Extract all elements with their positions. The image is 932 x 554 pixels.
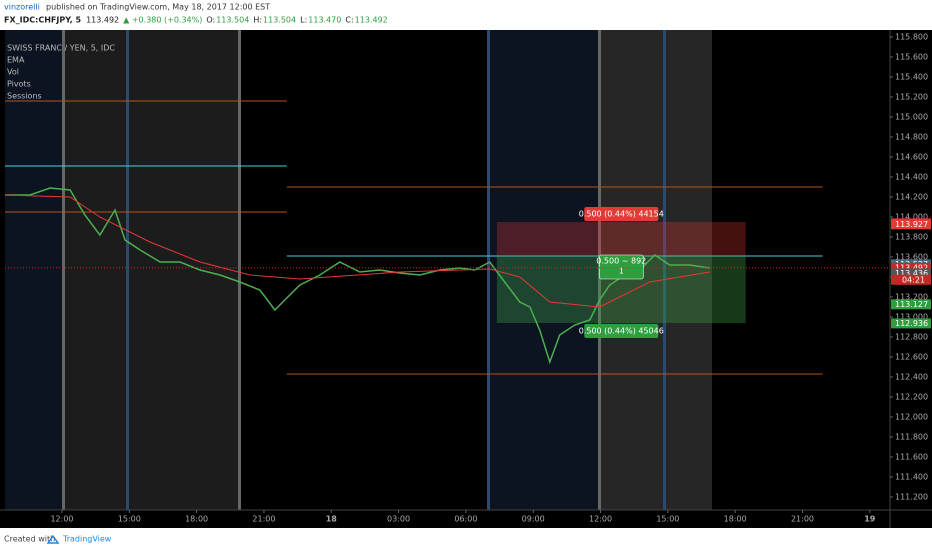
x-tick-label: 21:00 — [791, 515, 814, 524]
y-tick-label: 114.200 — [895, 193, 928, 202]
price-label: 113.127 — [895, 300, 928, 309]
position-label: 1 — [619, 267, 624, 276]
legend-entry: Vol — [7, 68, 19, 77]
price-label-bg — [891, 299, 931, 310]
session-line — [126, 30, 129, 510]
legend-title: SWISS FRANC / YEN, 5, IDC — [7, 44, 115, 53]
y-tick-label: 112.800 — [895, 333, 928, 342]
y-tick-label: 113.800 — [895, 233, 928, 242]
y-tick-label: 114.600 — [895, 153, 928, 162]
x-tick-label: 15:00 — [118, 515, 141, 524]
session-line — [62, 30, 65, 510]
stop-zone — [496, 222, 746, 256]
session-bg — [488, 30, 600, 510]
y-tick-label: 112.000 — [895, 413, 928, 422]
session-line — [663, 30, 666, 510]
y-tick-label: 111.400 — [895, 473, 928, 482]
x-tick-label: 18:00 — [724, 515, 747, 524]
author[interactable]: vinzorelli — [4, 3, 40, 12]
header-value: 113.470 — [308, 16, 341, 25]
symbol: FX_IDC:CHFJPY, 5 — [4, 16, 81, 25]
header-value: O: — [206, 16, 215, 25]
x-tick-label: 09:00 — [522, 515, 545, 524]
position-label: 0.500 ~ 892 — [596, 257, 646, 266]
y-tick-label: 112.400 — [895, 373, 928, 382]
y-tick-label: 114.400 — [895, 173, 928, 182]
header-value: ▲ +0.380 (+0.34%) — [123, 16, 202, 25]
session-line — [238, 30, 241, 510]
x-tick-label: 12:00 — [589, 515, 612, 524]
x-tick-label: 18 — [326, 515, 338, 524]
ema-line — [4, 194, 710, 308]
y-tick-label: 115.600 — [895, 53, 928, 62]
x-tick-label: 15:00 — [656, 515, 679, 524]
position-label: 0.500 (0.44%) 44154 — [579, 210, 664, 219]
session-bg — [5, 30, 62, 510]
header-value: H: — [253, 16, 262, 25]
price-line — [5, 187, 710, 365]
price-label: 113.927 — [895, 220, 928, 229]
header-value: 113.492 — [355, 16, 388, 25]
price-label-bg — [891, 219, 931, 230]
y-tick-label: 115.000 — [895, 113, 928, 122]
position-label-bg — [584, 324, 659, 338]
y-tick-label: 115.800 — [895, 33, 928, 42]
y-tick-label: 115.200 — [895, 93, 928, 102]
y-tick-label: 111.200 — [895, 493, 928, 502]
header-value: 113.504 — [216, 16, 249, 25]
header-value: 113.504 — [263, 16, 296, 25]
price-label-bg — [891, 318, 931, 329]
x-tick-label: 18:00 — [185, 515, 208, 524]
session-line — [487, 30, 490, 510]
x-tick-label: 03:00 — [387, 515, 410, 524]
price-label: 113.436 — [895, 269, 928, 278]
position-label-bg — [598, 254, 644, 280]
y-tick-label: 113.200 — [895, 293, 928, 302]
position-label-bg — [584, 207, 659, 221]
legend-entry: EMA — [7, 56, 25, 65]
x-tick-label: 19 — [864, 515, 876, 524]
legend-entry: Sessions — [7, 92, 42, 101]
header-value: L: — [300, 16, 307, 25]
legend-entry: Pivots — [7, 80, 31, 89]
countdown-bg — [891, 274, 931, 285]
session-bg — [62, 30, 240, 510]
y-tick-label: 115.400 — [895, 73, 928, 82]
x-tick-label: 06:00 — [454, 515, 477, 524]
price-label-bg — [891, 262, 931, 273]
y-tick-label: 112.200 — [895, 393, 928, 402]
y-tick-label: 114.800 — [895, 133, 928, 142]
footer-bg — [0, 528, 932, 550]
y-tick-label: 113.600 — [895, 253, 928, 262]
position-label: 0.500 (0.44%) 45046 — [579, 327, 664, 336]
countdown: 04:21 — [902, 275, 925, 284]
price-label-bg — [891, 268, 931, 279]
x-tick-label: 21:00 — [252, 515, 275, 524]
x-tick-label: 12:00 — [50, 515, 73, 524]
y-tick-label: 112.600 — [895, 353, 928, 362]
published: published on TradingView.com, May 18, 20… — [46, 3, 270, 12]
header-bg — [0, 0, 932, 30]
y-tick-label: 113.000 — [895, 313, 928, 322]
price-label: 112.936 — [895, 319, 928, 328]
header-value: 113.492 — [86, 16, 119, 25]
y-tick-label: 111.600 — [895, 453, 928, 462]
price-label: 113.492 — [895, 263, 928, 272]
header-value: C: — [345, 16, 353, 25]
y-tick-label: 114.000 — [895, 213, 928, 222]
footer-brand[interactable]: TradingView — [62, 535, 112, 544]
y-tick-label: 111.800 — [895, 433, 928, 442]
logo — [46, 534, 60, 544]
footer-text: Created with — [4, 535, 55, 544]
